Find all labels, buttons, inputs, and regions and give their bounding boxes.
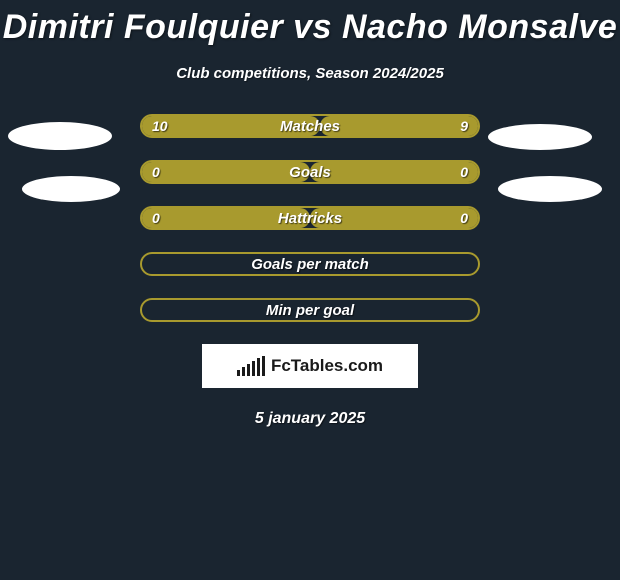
stat-row: 00Hattricks bbox=[140, 206, 480, 230]
brand-bar bbox=[262, 356, 265, 376]
stat-row: 00Goals bbox=[140, 160, 480, 184]
stat-label: Hattricks bbox=[142, 208, 478, 228]
brand-bar bbox=[237, 370, 240, 376]
brand-bar bbox=[257, 358, 260, 376]
brand-text: FcTables.com bbox=[271, 356, 383, 376]
stat-label: Goals bbox=[142, 162, 478, 182]
stat-row: Min per goal bbox=[140, 298, 480, 322]
brand-bar bbox=[247, 364, 250, 376]
stat-label: Min per goal bbox=[142, 300, 478, 320]
stat-label: Matches bbox=[142, 116, 478, 136]
decorative-ellipse bbox=[8, 122, 112, 150]
stat-row: Goals per match bbox=[140, 252, 480, 276]
brand-bar bbox=[252, 361, 255, 376]
brand-box: FcTables.com bbox=[202, 344, 418, 388]
stat-row: 109Matches bbox=[140, 114, 480, 138]
decorative-ellipse bbox=[488, 124, 592, 150]
decorative-ellipse bbox=[22, 176, 120, 202]
comparison-title: Dimitri Foulquier vs Nacho Monsalve bbox=[0, 0, 620, 47]
stat-label: Goals per match bbox=[142, 254, 478, 274]
decorative-ellipse bbox=[498, 176, 602, 202]
snapshot-date: 5 january 2025 bbox=[0, 410, 620, 428]
brand-bars-icon bbox=[237, 356, 265, 376]
comparison-subtitle: Club competitions, Season 2024/2025 bbox=[0, 65, 620, 82]
brand-bar bbox=[242, 367, 245, 376]
